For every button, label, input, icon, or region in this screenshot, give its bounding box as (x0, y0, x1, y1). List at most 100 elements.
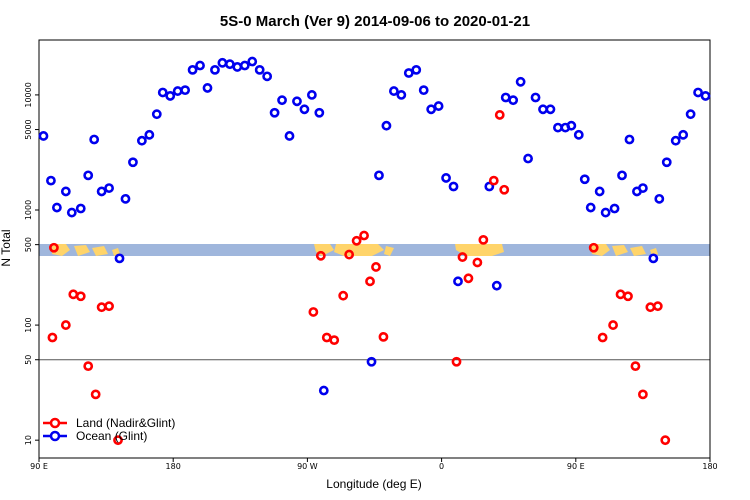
land-point (652, 301, 663, 312)
land-point (68, 289, 79, 300)
land-point (645, 302, 656, 313)
x-tick-label: 180 (702, 462, 717, 471)
legend-label-ocean: Ocean (Glint) (76, 429, 147, 443)
ocean-point (654, 193, 665, 204)
y-axis-label: N Total (0, 229, 13, 266)
ocean-point (120, 193, 131, 204)
land-point (472, 257, 483, 268)
ocean-point (441, 173, 451, 183)
ocean-point (579, 174, 590, 185)
ocean-point (38, 131, 49, 141)
ocean-point (239, 60, 250, 71)
ocean-point (157, 87, 168, 98)
ocean-point (83, 170, 94, 181)
x-tick-label: 90 E (567, 462, 585, 471)
ocean-point (453, 276, 463, 287)
ocean-point (661, 157, 672, 168)
y-tick-label: 10000 (24, 82, 33, 107)
ocean-point (210, 64, 220, 75)
y-tick-label: 500 (24, 237, 33, 252)
land-point (60, 320, 71, 330)
ocean-point (566, 120, 577, 131)
land-point (630, 361, 641, 372)
legend-label-land: Land (Nadir&Glint) (76, 416, 175, 430)
ocean-point (114, 253, 125, 264)
ocean-point (366, 356, 377, 367)
y-tick-label: 10 (24, 435, 33, 445)
ocean-point (693, 87, 703, 98)
land-series (47, 110, 671, 446)
x-tick-label: 90 W (297, 462, 318, 471)
x-axis-label: Longitude (deg E) (326, 477, 421, 491)
ocean-point (136, 135, 147, 146)
land-point (83, 361, 94, 372)
land-point (351, 235, 362, 246)
y-tick-label: 1000 (24, 200, 33, 220)
ocean-point (484, 181, 495, 192)
land-point (359, 230, 369, 241)
ocean-point (151, 109, 162, 120)
chart-title: 5S-0 March (Ver 9) 2014-09-06 to 2020-01… (220, 13, 530, 30)
land-point (321, 332, 332, 343)
land-point (478, 234, 489, 245)
ocean-point (600, 207, 611, 218)
ocean-point (433, 101, 444, 111)
ocean-point (538, 104, 548, 115)
ocean-point (299, 104, 310, 115)
land-point (623, 291, 633, 302)
land-point (597, 332, 608, 343)
ocean-point (374, 170, 384, 181)
ocean-point (500, 92, 511, 103)
land-point (47, 332, 58, 343)
ocean-point (638, 183, 648, 193)
land-point (315, 250, 326, 261)
ocean-point (187, 64, 198, 75)
y-tick-label: 5000 (24, 119, 33, 139)
x-tick-label: 0 (439, 462, 444, 471)
ocean-point (609, 203, 620, 214)
ocean-point (314, 107, 325, 118)
ocean-series (38, 56, 711, 396)
land-point (329, 335, 340, 346)
ocean-point (545, 104, 556, 115)
ocean-point (254, 64, 265, 75)
land-point (638, 389, 648, 400)
ocean-point (594, 186, 605, 197)
plot-frame (38, 39, 711, 459)
y-tick-label: 100 (24, 317, 33, 332)
ocean-point (89, 134, 100, 145)
legend-item-land: Land (Nadir&Glint) (43, 416, 175, 430)
ocean-point (104, 183, 114, 193)
ocean-point (165, 91, 176, 101)
ocean-point (172, 86, 183, 96)
land-point (660, 435, 671, 446)
ocean-point (648, 253, 659, 264)
ocean-point (75, 203, 86, 214)
ocean-point (292, 96, 302, 107)
x-tick-label: 90 E (30, 462, 48, 471)
ocean-point (217, 57, 228, 68)
ocean-point (678, 129, 689, 140)
ocean-point (180, 85, 191, 96)
ocean-point (491, 280, 502, 291)
ocean-point (700, 91, 711, 101)
land-point (344, 249, 355, 260)
ocean-point (224, 59, 235, 70)
land-point (90, 389, 101, 400)
land-point (615, 289, 626, 300)
land-point (104, 301, 114, 312)
map-land (52, 244, 658, 256)
y-axis: 10 50 100 500 1000 5000 10000 (24, 82, 39, 445)
land-point (308, 307, 319, 317)
ocean-point (128, 157, 138, 168)
ocean-point (269, 107, 280, 118)
land-point (75, 291, 86, 302)
ocean-point (411, 64, 422, 75)
ocean-point (318, 385, 329, 396)
legend: Land (Nadir&Glint) Ocean (Glint) (43, 416, 175, 443)
ocean-point (685, 109, 696, 120)
ocean-point (530, 92, 541, 103)
ocean-point (66, 207, 77, 218)
ocean-point (277, 95, 287, 106)
land-point (463, 273, 474, 284)
